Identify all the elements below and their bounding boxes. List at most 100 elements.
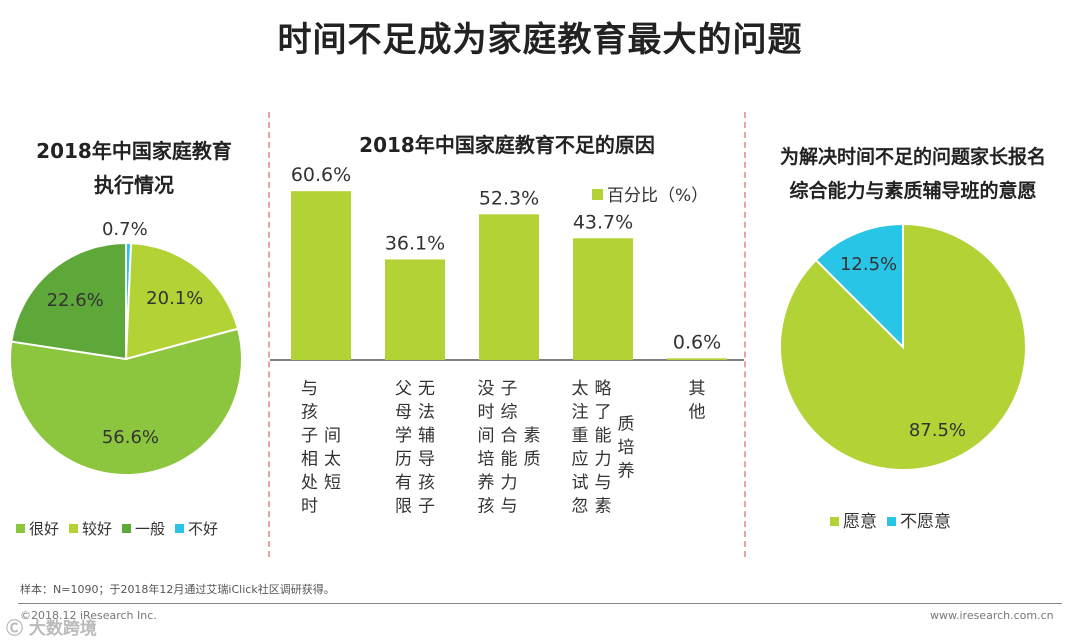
bar-category-char-1-0-0: 父 [395, 379, 412, 399]
pie1-legend-swatch-0 [16, 524, 25, 533]
bar-category-char-2-1-4: 力 [501, 473, 518, 493]
pie1-title-line1: 2018年中国家庭教育 [36, 139, 232, 163]
bar-category-char-0-0-4: 处 [301, 473, 318, 493]
pie1-legend-item-0: 很好 [16, 520, 59, 538]
bar-category-char-0-0-1: 孩 [301, 403, 318, 423]
pie1-legend-swatch-2 [122, 524, 132, 533]
bar-category-char-3-0-2: 重 [572, 426, 589, 446]
bar-category-char-0-1-0: 间 [324, 426, 341, 446]
bar-category-char-2-0-0: 没 [478, 379, 495, 399]
bar-4 [667, 358, 727, 360]
bar-category-char-3-1-2: 能 [595, 426, 612, 446]
bar-category-char-1-0-4: 有 [395, 473, 412, 493]
bar-chart: 60.6%与孩子相处时间太短36.1%父母学历有限无法辅导孩子52.3%没时间培… [270, 164, 744, 517]
pie2-label-1: 12.5% [840, 254, 897, 275]
pie1-title-line2: 执行情况 [94, 173, 174, 197]
bar-category-char-3-0-0: 太 [572, 379, 589, 399]
bar-category-char-0-0-2: 子 [301, 426, 318, 446]
bar-category-char-2-1-1: 综 [501, 403, 518, 423]
bar-category-char-2-0-5: 孩 [478, 497, 495, 517]
bar-value-label-1: 36.1% [385, 232, 445, 254]
bar-category-char-3-1-5: 素 [595, 497, 612, 517]
pie1-slice-2 [9, 327, 243, 476]
bar-category-char-3-2-1: 培 [618, 438, 635, 458]
bar-value-label-4: 0.6% [673, 331, 721, 353]
bar-category-char-0-0-5: 时 [301, 497, 318, 517]
bar-category-char-0-1-2: 短 [324, 473, 341, 493]
bar-category-char-2-0-2: 间 [478, 426, 495, 446]
pie2-title-line1: 为解决时间不足的问题家长报名 [779, 146, 1046, 168]
bar-chart-title: 2018年中国家庭教育不足的原因 [359, 133, 655, 157]
bar-category-char-1-0-3: 历 [395, 450, 412, 470]
bar-category-char-4-0-0: 其 [689, 379, 706, 399]
bar-category-char-2-1-2: 合 [501, 426, 518, 446]
bar-category-char-3-0-1: 注 [572, 403, 589, 423]
bar-category-char-1-1-1: 法 [418, 403, 435, 423]
bar-1 [385, 259, 445, 360]
pie2-legend-label-0: 愿意 [843, 512, 877, 532]
bar-category-char-1-1-0: 无 [418, 379, 435, 399]
bar-category-char-3-1-4: 与 [595, 473, 612, 493]
bar-category-char-3-2-0: 质 [618, 414, 635, 434]
pie1-label-1: 20.1% [146, 288, 203, 309]
bar-category-char-3-0-5: 忽 [572, 497, 589, 517]
website: www.iresearch.com.cn [930, 609, 1054, 622]
bar-category-char-0-0-0: 与 [301, 379, 318, 399]
pie2-legend: 愿意 不愿意 [830, 507, 961, 532]
bar-category-char-0-1-1: 太 [324, 450, 341, 470]
bar-category-char-1-1-2: 辅 [418, 426, 435, 446]
pie1-legend-swatch-3 [175, 524, 185, 533]
pie1-legend: 很好 较好 一般 不好 [16, 518, 228, 539]
bar-legend-label: 百分比（%） [607, 186, 709, 206]
bar-category-char-1-0-5: 限 [395, 497, 412, 517]
panel-divider-right [744, 112, 746, 557]
pie1-label-2: 56.6% [102, 427, 159, 448]
pie1-legend-label-0: 很好 [29, 520, 60, 538]
pie1-legend-label-2: 一般 [135, 520, 166, 538]
pie2-label-0: 87.5% [909, 420, 966, 441]
bar-category-char-3-2-2: 养 [618, 461, 635, 481]
sample-note: 样本：N=1090；于2018年12月通过艾瑞iClick社区调研获得。 [20, 583, 335, 596]
bar-category-char-2-1-0: 子 [501, 379, 518, 399]
pie1-legend-label-1: 较好 [82, 520, 113, 538]
bar-0 [291, 191, 351, 360]
bar-category-char-2-0-3: 培 [478, 450, 495, 470]
pie1-slice-3 [10, 241, 127, 361]
bar-category-char-2-1-5: 与 [501, 497, 518, 517]
pie1-legend-item-2: 一般 [122, 520, 165, 538]
bar-3 [573, 238, 633, 360]
bar-2 [479, 214, 539, 360]
pie1-chart: 0.7% 20.1% 56.6% 22.6% [9, 219, 243, 476]
pie2-slice-1 [814, 222, 904, 350]
pie2-legend-item-0: 愿意 [830, 512, 877, 532]
pie1-legend-swatch-1 [69, 524, 79, 533]
pie1-legend-item-3: 不好 [175, 520, 218, 538]
watermark-text: 大数跨境 [28, 619, 97, 639]
bar-category-char-1-1-3: 导 [418, 450, 435, 470]
pie1-legend-label-3: 不好 [188, 520, 219, 538]
bar-category-char-3-1-3: 力 [595, 450, 612, 470]
bar-category-char-4-0-1: 他 [689, 403, 706, 423]
bar-category-char-1-1-4: 孩 [418, 473, 435, 493]
bar-value-label-0: 60.6% [291, 164, 351, 186]
bar-legend: 百分比（%） [592, 181, 708, 206]
bar-category-char-2-1-3: 能 [501, 450, 518, 470]
bar-value-label-3: 43.7% [573, 211, 633, 233]
bar-category-char-1-0-1: 母 [395, 403, 412, 423]
page-title: 时间不足成为家庭教育最大的问题 [277, 20, 803, 60]
bar-category-char-1-1-5: 子 [418, 497, 435, 517]
pie1-slice-1 [124, 242, 240, 361]
watermark-logo-icon: Ⓒ [6, 619, 23, 639]
bar-category-char-3-1-0: 略 [595, 379, 612, 399]
bar-category-char-0-0-3: 相 [301, 450, 318, 470]
bar-category-char-3-0-3: 应 [572, 450, 589, 470]
bar-legend-swatch [592, 189, 603, 200]
bar-category-char-2-2-0: 素 [524, 426, 541, 446]
copyright: ©2018.12 iResearch Inc. [20, 609, 157, 622]
bar-category-char-3-0-4: 试 [572, 473, 589, 493]
pie1-legend-item-1: 较好 [69, 520, 112, 538]
bar-category-char-2-0-1: 时 [478, 403, 495, 423]
bar-category-char-2-0-4: 养 [478, 473, 495, 493]
panel-divider-left [268, 112, 270, 557]
bar-category-char-3-1-1: 了 [595, 403, 612, 423]
